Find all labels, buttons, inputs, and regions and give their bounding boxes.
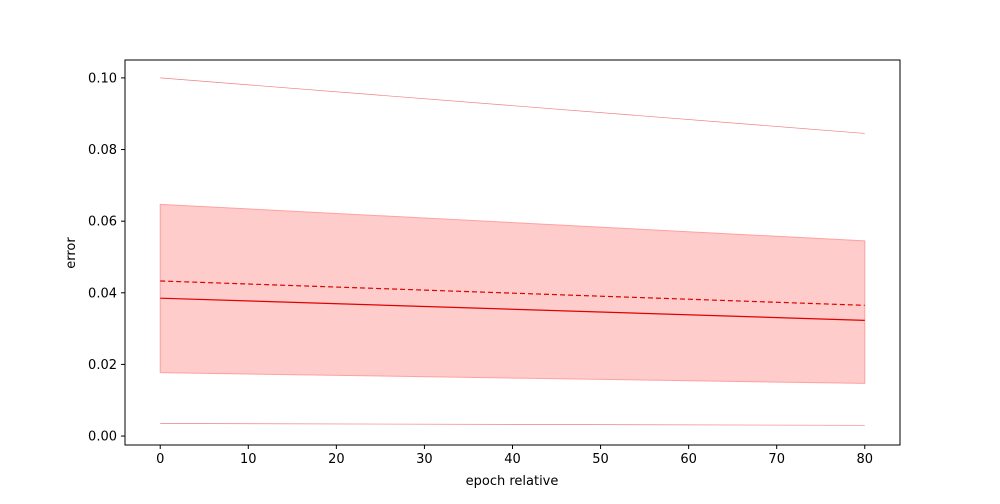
y-tick-label: 0.04 [88, 286, 117, 301]
plot-area [159, 77, 866, 426]
x-tick-label: 10 [240, 452, 257, 467]
series-line-2-dashed [160, 280, 865, 306]
confidence-band [159, 203, 866, 384]
x-tick-label: 70 [768, 452, 785, 467]
x-tick-label: 20 [328, 452, 345, 467]
series-line-4-thin [160, 423, 865, 426]
y-tick-label: 0.10 [88, 71, 117, 86]
x-tick-label: 80 [856, 452, 873, 467]
series-line-3-thin [160, 77, 865, 134]
axes: 0 10 20 30 40 50 60 70 80 0.00 0.02 0.04 0.06 0.08 0.1… [88, 59, 901, 467]
x-tick-label: 0 [156, 452, 164, 467]
x-tick-label: 40 [504, 452, 521, 467]
y-tick-label: 0.08 [88, 143, 117, 158]
x-axis-label: epoch relative [466, 474, 559, 489]
y-tick-label: 0.00 [88, 430, 117, 445]
x-tick-label: 50 [592, 452, 609, 467]
x-tick-label: 30 [416, 452, 433, 467]
y-axis-label: error [64, 237, 79, 269]
y-tick-label: 0.02 [88, 358, 117, 373]
x-tick-label: 60 [680, 452, 697, 467]
series-line-1-solid [160, 297, 865, 321]
y-tick-label: 0.06 [88, 215, 117, 230]
